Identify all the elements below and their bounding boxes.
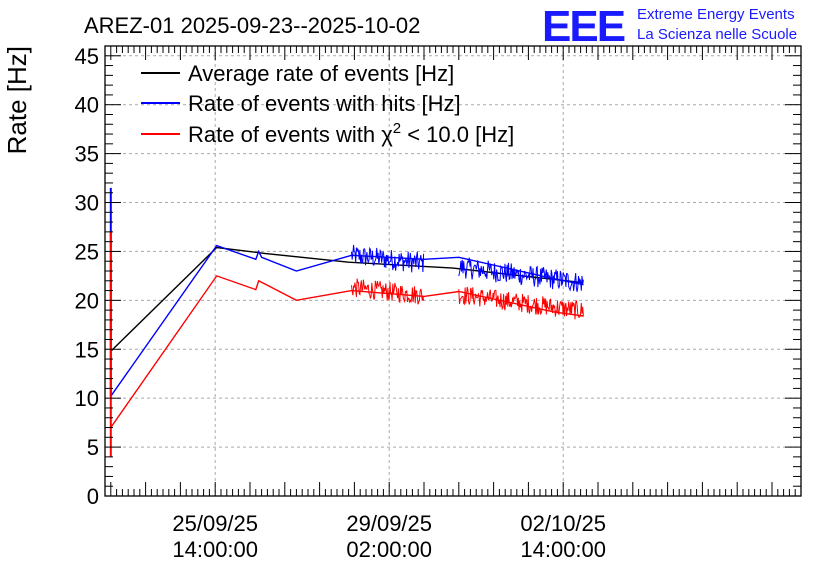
axes: 05101520253035404525/09/2514:00:0029/09/… xyxy=(75,44,802,562)
y-tick-label: 35 xyxy=(75,142,99,167)
legend-label: Rate of events with χ2 < 10.0 [Hz] xyxy=(188,120,514,147)
y-tick-label: 25 xyxy=(75,239,99,264)
eee-logo: EEE Extreme Energy Events La Scienza nel… xyxy=(542,2,797,51)
series-line xyxy=(110,246,584,352)
series-layer xyxy=(109,187,584,457)
series-noise xyxy=(351,278,425,305)
legend-label: Rate of events with hits [Hz] xyxy=(188,91,461,116)
logo-mark: EEE xyxy=(542,2,625,51)
y-axis-label: Rate [Hz] xyxy=(2,46,32,154)
logo-line1: Extreme Energy Events xyxy=(637,6,795,23)
x-tick-label-date: 29/09/25 xyxy=(346,511,432,536)
x-tick-label-time: 14:00:00 xyxy=(172,537,258,562)
y-tick-label: 20 xyxy=(75,288,99,313)
y-tick-label: 30 xyxy=(75,191,99,216)
y-tick-label: 5 xyxy=(87,435,99,460)
x-tick-label-time: 14:00:00 xyxy=(520,537,606,562)
y-tick-label: 45 xyxy=(75,44,99,69)
y-tick-label: 0 xyxy=(87,484,99,509)
series-line xyxy=(110,244,584,397)
legend-label: Average rate of events [Hz] xyxy=(188,61,454,86)
legend: Average rate of events [Hz] Rate of event… xyxy=(141,61,514,147)
series-noise xyxy=(458,286,584,320)
y-tick-label: 40 xyxy=(75,93,99,118)
logo-line2: La Scienza nelle Scuole xyxy=(637,26,797,43)
chart-title: AREZ-01 2025-09-23--2025-10-02 xyxy=(84,13,420,38)
x-tick-label-time: 02:00:00 xyxy=(346,537,432,562)
y-tick-label: 10 xyxy=(75,386,99,411)
series-noise xyxy=(351,244,425,273)
series-noise xyxy=(458,257,584,292)
x-tick-label-date: 25/09/25 xyxy=(172,511,258,536)
x-tick-label-date: 02/10/25 xyxy=(520,511,606,536)
grid-lines xyxy=(105,46,801,496)
y-tick-label: 15 xyxy=(75,337,99,362)
series-0 xyxy=(110,246,584,352)
series-2 xyxy=(109,231,584,457)
